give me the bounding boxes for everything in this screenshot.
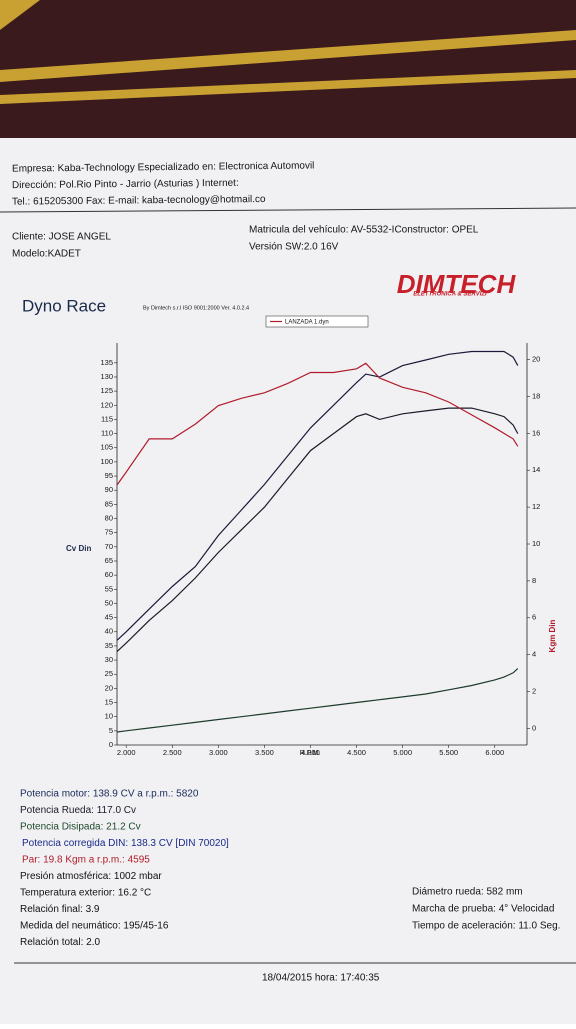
footer: 18/04/2015 hora: 17:40:35	[262, 973, 380, 984]
x-tick-label: 4.500	[347, 748, 366, 757]
chart-title: Dyno Race	[22, 296, 106, 315]
client-field: Cliente: JOSE ANGEL	[12, 232, 111, 243]
header-line: Dirección: Pol.Rio Pinto - Jarrio (Astur…	[12, 178, 239, 191]
y2-tick-label: 10	[532, 539, 540, 548]
x-tick-label: 4.000	[301, 748, 320, 757]
x-tick-label: 2.000	[117, 748, 136, 757]
series-line	[116, 668, 519, 733]
result-line: Diámetro rueda: 582 mm	[412, 887, 523, 898]
y-tick-label: 45	[105, 613, 113, 622]
y-tick-label: 95	[105, 471, 113, 480]
series-line	[116, 350, 519, 641]
chart-subtitle: By Dimtech s.r.l ISO 9001:2000 Ver. 4.0.…	[143, 305, 249, 311]
y-axis-label: Cv Din	[66, 544, 91, 553]
result-line: Medida del neumático: 195/45-16	[20, 921, 169, 932]
y-tick-label: 15	[105, 698, 113, 707]
y-tick-label: 30	[105, 655, 113, 664]
header-line: Empresa: Kaba-Technology Especializado e…	[12, 160, 314, 174]
y2-axis-label: Kgm Din	[548, 619, 557, 652]
y2-tick-label: 14	[532, 465, 540, 474]
result-line: Potencia Rueda: 117.0 Cv	[20, 805, 136, 816]
y-tick-label: 40	[105, 627, 113, 636]
y-tick-label: 25	[105, 669, 113, 678]
y2-tick-label: 6	[532, 613, 536, 622]
y-tick-label: 110	[101, 429, 113, 438]
y2-tick-label: 16	[532, 428, 540, 437]
y-tick-label: 75	[105, 528, 113, 537]
x-tick-label: 5.000	[393, 748, 412, 757]
stripe	[0, 30, 576, 82]
result-line: Presión atmosférica: 1002 mbar	[20, 871, 162, 882]
header-line: Tel.: 615205300 Fax: E-mail: kaba-tecnol…	[12, 194, 266, 208]
x-tick-label: 3.500	[255, 748, 274, 757]
y-tick-label: 5	[109, 726, 113, 735]
result-line: Potencia motor: 138.9 CV a r.p.m.: 5820	[20, 789, 199, 800]
logo: DIMTECH	[397, 269, 517, 299]
vehicle-field: Versión SW:2.0 16V	[249, 242, 339, 253]
x-tick-label: 3.000	[209, 748, 228, 757]
y2-tick-label: 12	[532, 502, 540, 511]
y-tick-label: 50	[105, 598, 113, 607]
stripe	[0, 70, 576, 104]
logo-tagline: ELETTRONICA & SERVIZI	[413, 292, 487, 298]
y-tick-label: 0	[109, 740, 113, 749]
y-tick-label: 125	[100, 386, 113, 395]
y-tick-label: 55	[105, 584, 113, 593]
y-tick-label: 120	[100, 400, 113, 409]
y-tick-label: 115	[101, 414, 113, 423]
result-line: Tiempo de aceleración: 11.0 Seg.	[412, 921, 560, 932]
y-tick-label: 35	[105, 641, 113, 650]
y2-tick-label: 0	[532, 723, 536, 732]
x-tick-label: 5.500	[439, 748, 458, 757]
result-line: Marcha de prueba: 4° Velocidad	[412, 904, 554, 915]
stripe	[0, 0, 40, 30]
y-tick-label: 10	[105, 712, 113, 721]
y-tick-label: 135	[100, 358, 113, 367]
y2-tick-label: 8	[532, 576, 536, 585]
series-line	[116, 362, 519, 486]
result-line: Temperatura exterior: 16.2 °C	[20, 888, 151, 899]
x-tick-label: 2.500	[163, 748, 182, 757]
rule	[0, 207, 576, 213]
y-tick-label: 105	[100, 443, 113, 452]
x-tick-label: 6.000	[485, 748, 504, 757]
result-line: Relación final: 3.9	[20, 904, 100, 915]
series-line	[116, 407, 519, 653]
y-tick-label: 65	[105, 556, 113, 565]
x-axis-label: R.P.M.	[300, 750, 321, 757]
client-field: Modelo:KADET	[12, 249, 81, 260]
result-line: Potencia corregida DIN: 138.3 CV [DIN 70…	[22, 838, 229, 849]
legend-label: LANZADA 1.dyn	[285, 320, 329, 326]
result-line: Potencia Disipada: 21.2 Cv	[20, 822, 141, 833]
y-tick-label: 20	[105, 683, 113, 692]
y-tick-label: 100	[100, 457, 113, 466]
y-tick-label: 90	[105, 485, 113, 494]
y2-tick-label: 2	[532, 687, 536, 696]
y2-tick-label: 4	[532, 650, 536, 659]
legend	[265, 315, 369, 328]
y2-tick-label: 18	[532, 391, 540, 400]
paper	[0, 138, 576, 1024]
vehicle-field: Matricula del vehículo: AV-5532-IConstru…	[249, 225, 479, 236]
y-tick-label: 80	[105, 514, 113, 523]
result-line: Relación total: 2.0	[20, 937, 100, 948]
y-tick-label: 85	[105, 499, 113, 508]
y-tick-label: 70	[105, 542, 113, 551]
result-line: Par: 19.8 Kgm a r.p.m.: 4595	[22, 855, 150, 866]
y2-tick-label: 20	[532, 355, 540, 364]
y-tick-label: 60	[105, 570, 113, 579]
y-tick-label: 130	[100, 372, 113, 381]
